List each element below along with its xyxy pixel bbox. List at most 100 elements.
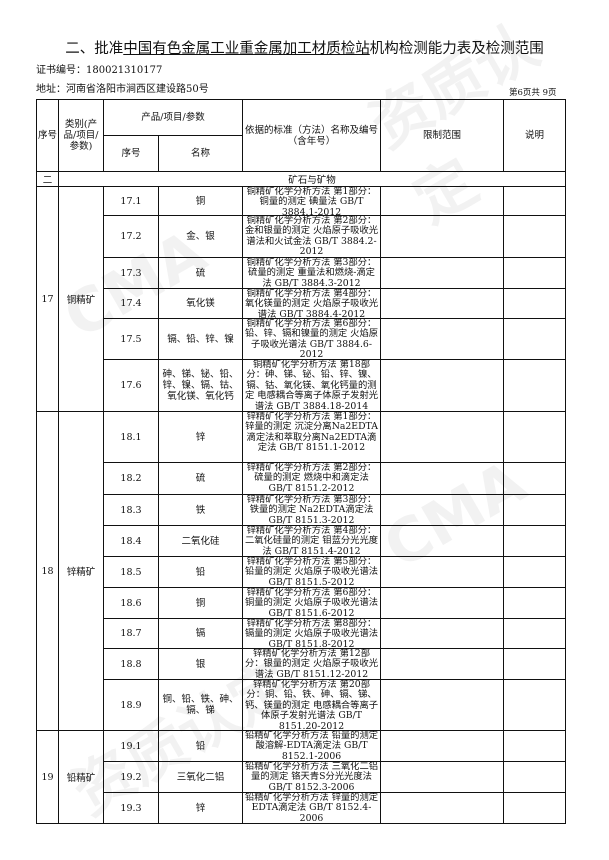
address: 地址：河南省洛阳市涧西区建设路50号 [36, 84, 209, 95]
item-name: 铜、铅、铁、砷、镉、锑 [158, 679, 243, 731]
item-name: 砷、锑、铋、铅、锌、镍、镉、钴、氧化镁、氧化钙 [158, 359, 243, 412]
item-note [503, 648, 566, 680]
table-row: 17 铜精矿 17.1 铜铜精矿化学分析方法 第1部分：铜量的测定 碘量法 GB/T … [36, 186, 566, 412]
table-row: 18 锌精矿 18.1 锌锌精矿化学分析方法 第1部分：锌量的测定 沉淀分离Na2ED… [36, 411, 566, 731]
page-title: 二、批准中国有色金属工业重金属加工材质检站机构检测能力表及检测范围 [65, 41, 544, 57]
item-limit [380, 761, 504, 793]
table-row: 17.6 砷、锑、铋、铅、锌、镍、镉、钴、氧化镁、氧化钙 铜精矿化学分析方法 第18… [37, 359, 566, 412]
header-sub-seq: 序号 [103, 135, 159, 172]
item-seq: 17.2 [103, 215, 159, 258]
header-limit: 限制范围 [380, 99, 504, 172]
table-row: 18.9 铜、铅、铁、砷、镉、锑 锌精矿化学分析方法 第20部分：铜、铅、铁、砷、镉… [37, 679, 566, 731]
item-seq: 18.5 [103, 556, 159, 588]
item-standard: 锌精矿化学分析方法 第6部分：铜量的测定 火焰原子吸收光谱法 GB/T 8151… [242, 587, 381, 619]
item-limit [380, 679, 504, 731]
item-note [503, 587, 566, 619]
item-limit [380, 556, 504, 588]
item-name: 硫 [158, 257, 243, 289]
header-standard: 依据的标准（方法）名称及编号（含年号） [242, 99, 381, 172]
item-standard: 锌精矿化学分析方法 第4部分：二氧化硅量的测定 钼蓝分光光度法 GB/T 815… [242, 525, 381, 557]
item-standard: 锌精矿化学分析方法 第8部分：镉量的测定 火焰原子吸收光谱法 GB/T 8151… [242, 618, 381, 649]
item-name: 锌 [158, 411, 243, 463]
item-standard: 铅精矿化学分析方法 三氧化二铝量的测定 铬天青S分光光度法 GB/T 8152.… [242, 761, 381, 793]
group-no: 17 [36, 186, 59, 412]
item-limit [380, 792, 504, 824]
table-row: 18.8 银锌精矿化学分析方法 第12部分：银量的测定 火焰原子吸收光谱法 GB/… [37, 648, 566, 680]
item-name: 铜 [158, 587, 243, 619]
table-row: 18.5 铅锌精矿化学分析方法 第5部分：铅量的测定 火焰原子吸收光谱法 GB/T… [37, 556, 566, 588]
item-name: 银 [158, 648, 243, 680]
item-limit [380, 730, 504, 762]
item-note [503, 462, 566, 495]
table-row: 17.4 氧化镁 铜精矿化学分析方法 第4部分：氧化镁量的测定 火焰原子吸收光谱法 … [37, 288, 566, 319]
section-no: 二 [36, 171, 59, 187]
item-seq: 18.3 [103, 494, 159, 526]
item-seq: 18.9 [103, 679, 159, 731]
item-note [503, 186, 566, 216]
group-category: 锌精矿 [58, 411, 104, 731]
item-seq: 18.2 [103, 462, 159, 495]
item-seq: 17.4 [103, 288, 159, 319]
item-name: 铜 [158, 186, 243, 216]
item-standard: 锌精矿化学分析方法 第3部分：铁量的测定 Na2EDTA滴定法 GB/T 815… [242, 494, 381, 526]
item-name: 二氧化硅 [158, 525, 243, 557]
header-category: 类别(产品/项目/参数) [58, 99, 104, 172]
item-limit [380, 288, 504, 319]
table-row: 19.3 锌铅精矿化学分析方法 锌量的测定 EDTA滴定法 GB/T 8152.4… [37, 792, 566, 824]
item-note [503, 556, 566, 588]
item-note [503, 257, 566, 289]
capability-table: 序号 类别(产品/项目/参数) 产品/项目/参数 依据的标准（方法）名称及编号（… [36, 99, 566, 824]
item-note [503, 359, 566, 412]
item-name: 锌 [158, 792, 243, 824]
item-name: 硫 [158, 462, 243, 495]
group-category: 铅精矿 [58, 730, 104, 824]
item-limit [380, 411, 504, 463]
item-limit [380, 618, 504, 649]
item-standard: 锌精矿化学分析方法 第20部分：铜、铅、铁、砷、镉、锑、钙、镁量的测定 电感耦合… [242, 679, 381, 731]
item-seq: 18.8 [103, 648, 159, 680]
table-row: 19 铅精矿 19.1 铅铅精矿化学分析方法 铅量的测定酸溶解-EDTA滴定法 GB/… [36, 730, 566, 824]
item-standard: 铜精矿化学分析方法 第3部分：硫量的测定 重量法和燃烧-滴定法 GB/T 388… [242, 257, 381, 289]
item-limit [380, 587, 504, 619]
item-seq: 17.3 [103, 257, 159, 289]
item-note [503, 318, 566, 360]
item-name: 氧化镁 [158, 288, 243, 319]
item-limit [380, 186, 504, 216]
item-note [503, 618, 566, 649]
item-standard: 锌精矿化学分析方法 第5部分：铅量的测定 火焰原子吸收光谱法 GB/T 8151… [242, 556, 381, 588]
item-note [503, 494, 566, 526]
table-row: 19.2 三氧化二铝 铅精矿化学分析方法 三氧化二铝量的测定 铬天青S分光光度法 G… [37, 761, 566, 793]
item-seq: 19.1 [103, 730, 159, 762]
group-no: 19 [36, 730, 59, 824]
item-name: 铅 [158, 730, 243, 762]
item-seq: 18.4 [103, 525, 159, 557]
item-standard: 铜精矿化学分析方法 第6部分：铅、锌、镉和镍量的测定 火焰原子吸收光谱法 GB/… [242, 318, 381, 360]
header-product: 产品/项目/参数 [103, 99, 243, 136]
item-standard: 锌精矿化学分析方法 第12部分：银量的测定 火焰原子吸收光谱法 GB/T 815… [242, 648, 381, 680]
item-name: 铅 [158, 556, 243, 588]
item-note [503, 730, 566, 762]
item-note [503, 679, 566, 731]
item-standard: 铜精矿化学分析方法 第2部分：金和银量的测定 火焰原子吸收光谱法和火试金法 GB… [242, 215, 381, 258]
item-note [503, 288, 566, 319]
certificate-number: 证书编号：180021310177 [36, 65, 163, 76]
item-seq: 18.7 [103, 618, 159, 649]
page-info: 第6页共 9页 [509, 88, 557, 98]
item-seq: 19.2 [103, 761, 159, 793]
item-limit [380, 318, 504, 360]
item-standard: 铜精矿化学分析方法 第18部分：砷、锑、铋、铅、锌、镍、镉、钴、氧化镁、氧化钙量… [242, 359, 381, 412]
table-row: 17.5 镉、铅、锌、镍 铜精矿化学分析方法 第6部分：铅、锌、镉和镍量的测定 火焰… [37, 318, 566, 360]
section-name: 矿石与矿物 [58, 171, 566, 187]
item-name: 铁 [158, 494, 243, 526]
item-standard: 铅精矿化学分析方法 锌量的测定 EDTA滴定法 GB/T 8152.4-2006 [242, 792, 381, 824]
item-seq: 18.6 [103, 587, 159, 619]
item-standard: 锌精矿化学分析方法 第2部分：硫量的测定 燃烧中和滴定法 GB/T 8151.2… [242, 462, 381, 495]
item-note [503, 215, 566, 258]
table-row: 18.3 铁锌精矿化学分析方法 第3部分：铁量的测定 Na2EDTA滴定法 GB/… [37, 494, 566, 526]
table-row: 18.6 铜锌精矿化学分析方法 第6部分：铜量的测定 火焰原子吸收光谱法 GB/T… [37, 587, 566, 619]
item-note [503, 761, 566, 793]
item-limit [380, 462, 504, 495]
header-note: 说明 [503, 99, 566, 172]
org-name: 中国有色金属工业重金属加工材质检站 [123, 41, 370, 57]
item-standard: 铜精矿化学分析方法 第4部分：氧化镁量的测定 火焰原子吸收光谱法 GB/T 38… [242, 288, 381, 319]
